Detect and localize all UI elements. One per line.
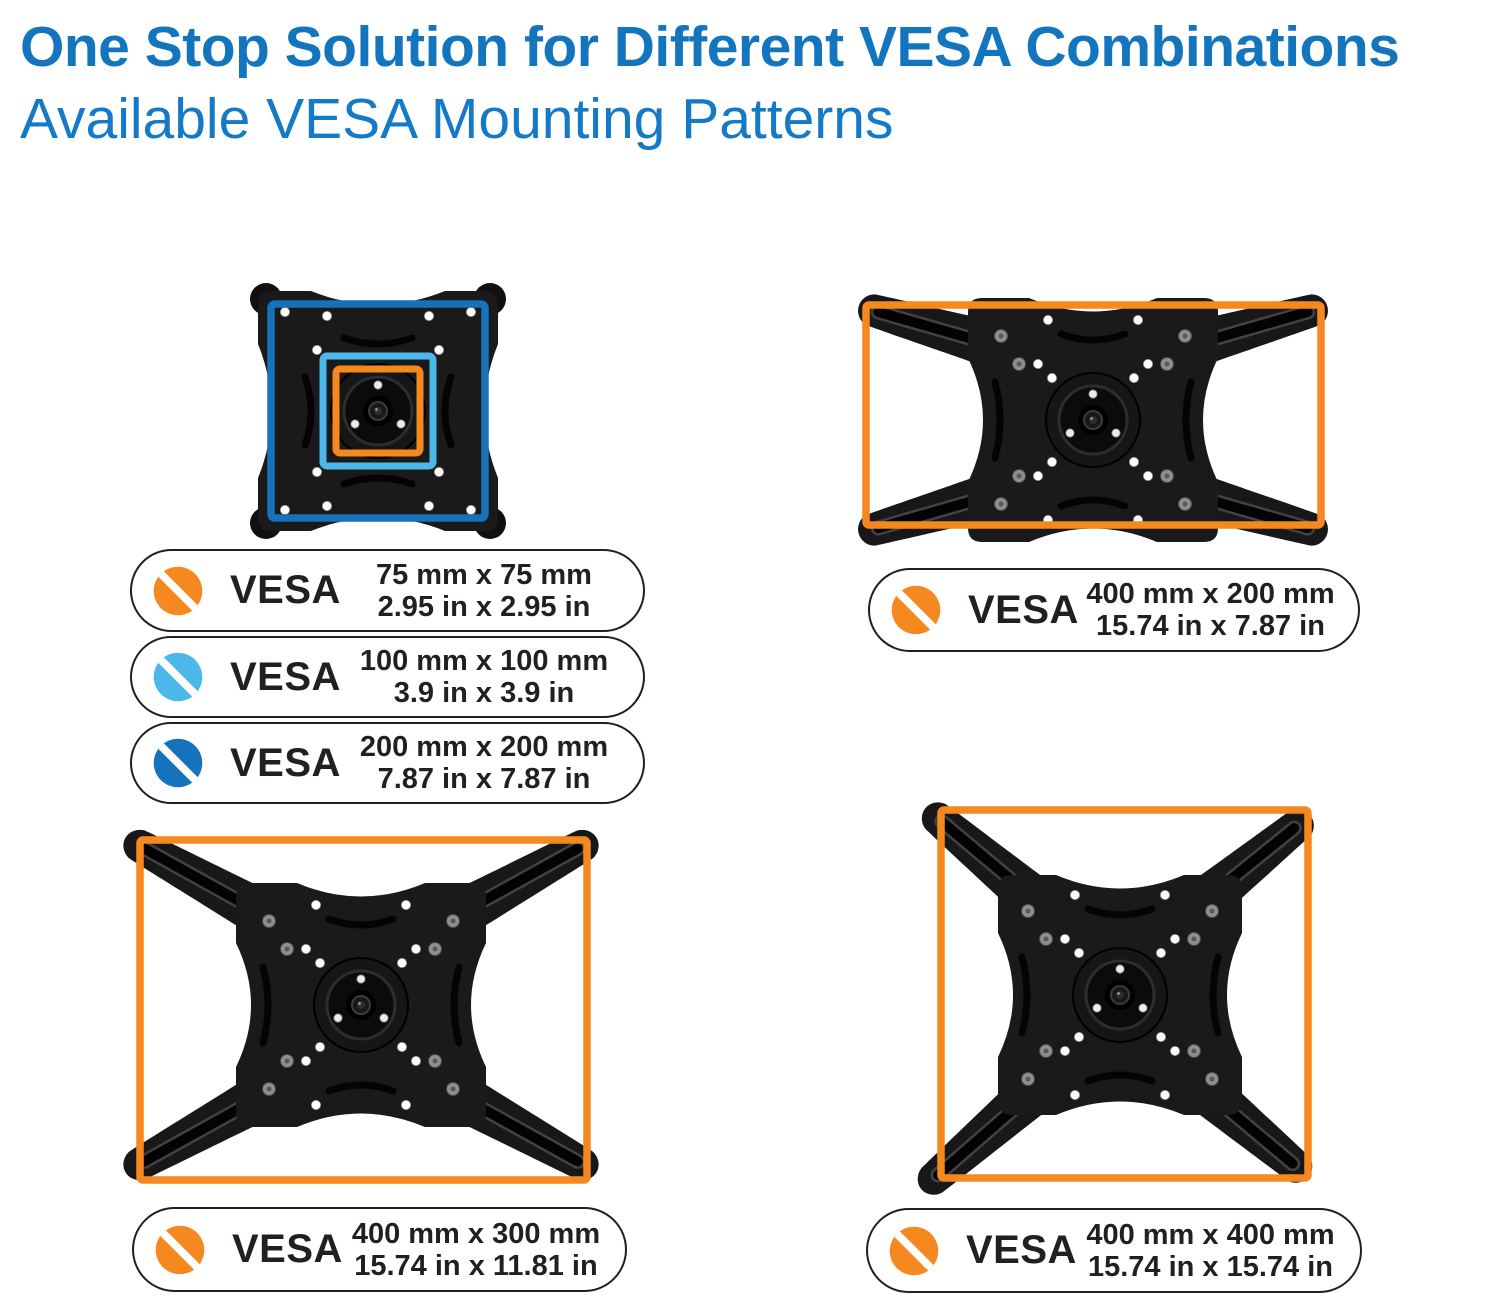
dimension-inches: 2.95 in x 2.95 in	[377, 590, 591, 623]
vesa-dimensions: 400 mm x 400 mm 15.74 in x 15.74 in	[1077, 1219, 1344, 1283]
vesa-75x75-outline	[332, 365, 424, 457]
circle-diagonal-slash-icon	[153, 738, 203, 788]
vesa-dimensions: 75 mm x 75 mm 2.95 in x 2.95 in	[341, 559, 627, 623]
dimension-mm: 200 mm x 200 mm	[359, 731, 609, 763]
vesa-wordmark: VESA	[232, 1227, 343, 1271]
bracket-400x400-diagram	[903, 793, 1333, 1203]
dimension-inches: 7.87 in x 7.87 in	[377, 763, 591, 795]
vesa-dimensions: 100 mm x 100 mm 3.9 in x 3.9 in	[341, 645, 627, 709]
ball-joint-hub	[329, 362, 427, 460]
vesa-wordmark: VESA	[230, 740, 341, 785]
vesa-wordmark: VESA	[230, 568, 341, 612]
dimension-mm: 75 mm x 75 mm	[375, 558, 592, 591]
circle-diagonal-slash-icon	[891, 585, 941, 635]
circle-diagonal-slash-icon	[153, 566, 203, 615]
plate-grooves	[1018, 905, 1222, 1085]
vesa-badge-100x100: VESA 100 mm x 100 mm 3.9 in x 3.9 in	[130, 636, 645, 718]
vesa-wordmark: VESA	[968, 587, 1079, 632]
vesa-badge-400x300: VESA 400 mm x 300 mm 15.74 in x 11.81 in	[132, 1207, 627, 1292]
page-title: One Stop Solution for Different VESA Com…	[20, 15, 1400, 79]
ball-joint-hub	[1071, 946, 1169, 1044]
vesa-dimensions: 400 mm x 300 mm 15.74 in x 11.81 in	[343, 1218, 609, 1282]
vesa-badge-400x400: VESA 400 mm x 400 mm 15.74 in x 15.74 in	[866, 1208, 1362, 1293]
vesa-wordmark: VESA	[230, 654, 341, 699]
dimension-mm: 100 mm x 100 mm	[359, 645, 609, 677]
vesa-400x300-outline	[136, 836, 591, 1184]
plate-grooves	[301, 334, 455, 488]
bracket-200x200-diagram	[250, 283, 506, 539]
plate-grooves	[259, 915, 463, 1095]
vesa-badge-400x200: VESA 400 mm x 200 mm 15.74 in x 7.87 in	[868, 568, 1360, 652]
ball-joint-hub	[1044, 371, 1142, 469]
bracket-400x300-diagram	[103, 813, 623, 1198]
dimension-mm: 400 mm x 300 mm	[351, 1217, 601, 1250]
vesa-100x100-outline	[319, 352, 437, 470]
page-subtitle: Available VESA Mounting Patterns	[20, 87, 894, 151]
vesa-badge-75x75: VESA 75 mm x 75 mm 2.95 in x 2.95 in	[130, 549, 645, 632]
dimension-inches: 3.9 in x 3.9 in	[393, 677, 575, 709]
circle-diagonal-slash-icon	[889, 1226, 939, 1275]
dimension-mm: 400 mm x 400 mm	[1086, 1218, 1335, 1251]
vesa-dimensions: 200 mm x 200 mm 7.87 in x 7.87 in	[341, 731, 627, 795]
vesa-400x400-outline	[937, 806, 1312, 1182]
ball-joint-hub	[312, 956, 410, 1054]
vesa-400x200-outline	[862, 301, 1325, 529]
dimension-inches: 15.74 in x 15.74 in	[1087, 1250, 1333, 1283]
dimension-mm: 400 mm x 200 mm	[1086, 578, 1335, 610]
bracket-400x200-diagram	[843, 272, 1343, 562]
plate-grooves	[991, 330, 1195, 510]
vesa-badge-200x200: VESA 200 mm x 200 mm 7.87 in x 7.87 in	[130, 722, 645, 804]
circle-diagonal-slash-icon	[153, 652, 203, 702]
dimension-inches: 15.74 in x 7.87 in	[1096, 610, 1325, 642]
vesa-dimensions: 400 mm x 200 mm 15.74 in x 7.87 in	[1079, 578, 1342, 642]
vesa-wordmark: VESA	[966, 1228, 1077, 1272]
vesa-200x200-outline	[267, 300, 489, 522]
circle-diagonal-slash-icon	[155, 1225, 205, 1274]
dimension-inches: 15.74 in x 11.81 in	[354, 1249, 598, 1282]
